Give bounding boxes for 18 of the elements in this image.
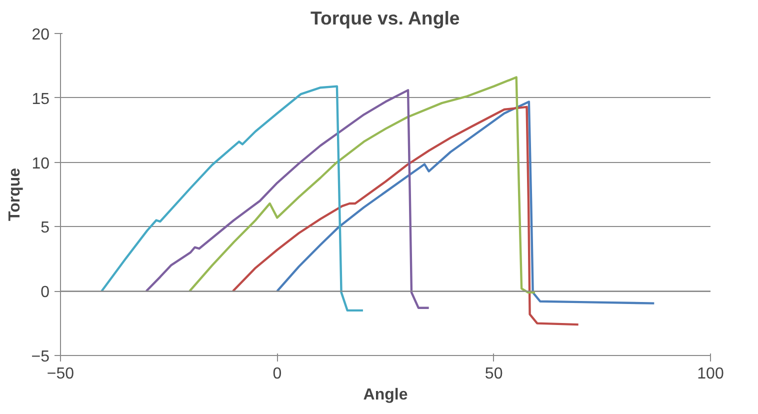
y-tick-label: 10 [32, 155, 50, 172]
x-tick-label: 50 [484, 366, 503, 382]
line-series [145, 89, 430, 309]
y-axis-title: Torque [6, 168, 24, 222]
x-tick-label: 0 [272, 366, 282, 382]
x-axis-title: Angle [363, 386, 408, 404]
line-series [276, 100, 656, 304]
y-tick-label: 20 [32, 26, 50, 44]
x-tick-label: −50 [46, 366, 74, 382]
chart-title: Torque vs. Angle [310, 8, 460, 28]
y-tick-label: −5 [31, 348, 50, 366]
y-tick-label: 0 [40, 284, 50, 302]
line-series [232, 106, 580, 326]
line-series [188, 76, 536, 294]
line-series [100, 85, 364, 312]
y-tick-label: 5 [40, 220, 50, 237]
x-tick-label: 100 [697, 366, 724, 382]
y-tick-label: 15 [32, 90, 50, 108]
